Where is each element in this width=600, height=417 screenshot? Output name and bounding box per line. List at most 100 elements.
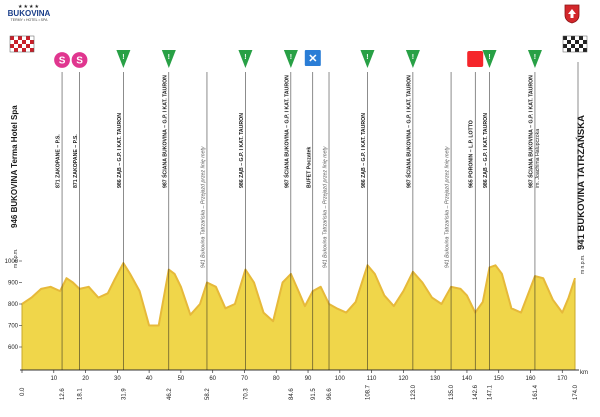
x-tick-label-20: 20 <box>82 376 89 382</box>
x-tick-label-170: 170 <box>557 376 568 382</box>
x-tick-label-140: 140 <box>462 376 473 382</box>
climb-icon-mark: ! <box>122 54 124 61</box>
x-tick-label-150: 150 <box>494 376 505 382</box>
waypoint-4: 941 Bukovina Tatrzańska – Przejazd przez… <box>200 72 211 400</box>
x-tick-label-120: 120 <box>398 376 409 382</box>
climb-icon <box>238 50 253 68</box>
waypoint-km-label: 84.6 <box>289 388 295 400</box>
start-unit-label: m n.p.m. <box>13 249 19 268</box>
waypoint-km-label: 161.4 <box>533 384 539 400</box>
climb-icon <box>161 50 176 68</box>
waypoint-7: ✕ BUFET Poczatek 91.5 <box>304 50 321 400</box>
x-tick-label-60: 60 <box>209 376 216 382</box>
x-tick-label-160: 160 <box>525 376 536 382</box>
logo-name: BUKOVINA <box>7 9 51 18</box>
crest-icon <box>564 4 580 24</box>
waypoint-6: ! 987 ŚCIANA BUKOVINA – G.P. I KAT. TAURO… <box>283 50 298 400</box>
axis-end-km-label: 174.0 <box>573 384 579 400</box>
waypoint-label: 987 ŚCIANA BUKOVINA – G.P. I KAT. TAURON <box>283 75 290 188</box>
climb-icon <box>527 50 542 68</box>
climb-icon-mark: ! <box>290 54 292 61</box>
waypoint-13: ! 986 ZĄB – G.P. I KAT. TAURON 147.1 <box>482 50 497 400</box>
waypoint-km-label: 31.9 <box>121 388 127 400</box>
waypoint-km-label: 46.2 <box>167 388 173 400</box>
waypoint-0: S 871 ZAKOPANE – P.S. 12.6 <box>52 50 72 400</box>
waypoint-3: ! 987 ŚCIANA BUKOVINA – G.P. I KAT. TAURO… <box>161 50 176 400</box>
waypoint-11: 941 Bukovina Tatrzańska – Przejazd przez… <box>445 72 455 400</box>
x-tick-label-40: 40 <box>146 376 153 382</box>
x-tick-label-70: 70 <box>241 376 248 382</box>
buffet-icon <box>304 50 321 66</box>
climb-icon-mark: ! <box>244 54 246 61</box>
finish-flag-icon <box>562 35 588 53</box>
logo-stars: ★★★★ <box>18 4 40 10</box>
waypoint-km-label: 142.6 <box>473 384 479 400</box>
waypoint-label: 871 ZAKOPANE – P.S. <box>73 134 79 188</box>
feed-zone-icon <box>467 51 484 67</box>
waypoint-2: ! 986 ZĄB – G.P. I KAT. TAURON 31.9 <box>116 50 131 400</box>
waypoint-km-label: 12.6 <box>60 388 66 400</box>
waypoint-km-label: 91.5 <box>311 388 317 400</box>
waypoint-label: 941 Bukovina Tatrzańska – Przejazd przez… <box>445 146 451 268</box>
waypoint-label: 987 ŚCIANA BUKOVINA – G.P. I KAT. TAURON <box>405 75 412 188</box>
climb-icon <box>283 50 298 68</box>
waypoint-km-label: 70.3 <box>243 388 249 400</box>
sprint-icon <box>70 50 89 70</box>
x-tick-label-130: 130 <box>430 376 441 382</box>
waypoint-km-label: 123.0 <box>411 384 417 400</box>
climb-icon <box>482 50 497 68</box>
profile-area <box>21 262 576 371</box>
x-tick-label-50: 50 <box>178 376 185 382</box>
y-tick-label-800: 800 <box>8 302 19 308</box>
sprint-icon-letter: S <box>76 56 83 67</box>
waypoint-label: 987 ŚCIANA BUKOVINA – G.P. I KAT. TAURON <box>527 75 534 188</box>
climb-icon-mark: ! <box>366 54 368 61</box>
x-axis-label: km <box>580 370 588 376</box>
x-tick-label-100: 100 <box>335 376 346 382</box>
x-tick-label-10: 10 <box>50 376 57 382</box>
finish-unit-label: m n.p.m. <box>580 255 586 274</box>
waypoint-km-label: 58.2 <box>205 388 211 400</box>
waypoint-km-label: 135.0 <box>449 384 455 400</box>
waypoint-label: 986 ZĄB – G.P. I KAT. TAURON <box>239 113 245 188</box>
waypoint-label: 986 ZĄB – G.P. I KAT. TAURON <box>117 113 123 188</box>
waypoint-5: ! 986 ZĄB – G.P. I KAT. TAURON 70.3 <box>238 50 253 400</box>
climb-icon-mark: ! <box>412 54 414 61</box>
waypoint-label: 871 ZAKOPANE – P.S. <box>56 134 62 188</box>
waypoint-label: 986 ZĄB – G.P. I KAT. TAURON <box>361 113 367 188</box>
x-tick-label-110: 110 <box>367 376 377 382</box>
waypoint-14: ! 987 ŚCIANA BUKOVINA – G.P. I KAT. TAURO… <box>527 50 542 400</box>
climb-icon-mark: ! <box>534 54 536 61</box>
finish-place-label: 941 BUKOVINA TATRZAŃSKA <box>576 115 587 250</box>
y-tick-label-600: 600 <box>8 345 19 351</box>
y-tick-label-700: 700 <box>8 324 19 330</box>
waypoint-label: BUFET Poczatek <box>306 147 312 188</box>
waypoint-label: 941 Bukovina Tatrzańska – Przejazd przez… <box>200 146 206 268</box>
waypoint-label: 986 ZĄB – G.P. I KAT. TAURON <box>483 113 489 188</box>
x-tick-label-80: 80 <box>273 376 280 382</box>
climb-icon <box>360 50 375 68</box>
waypoint-km-label: 18.1 <box>78 388 84 400</box>
climb-icon-mark: ! <box>488 54 490 61</box>
y-tick-label-900: 900 <box>8 281 19 287</box>
waypoint-9: ! 986 ZĄB – G.P. I KAT. TAURON 108.7 <box>360 50 375 400</box>
waypoint-km-label: 96.6 <box>327 388 333 400</box>
waypoint-10: ! 987 ŚCIANA BUKOVINA – G.P. I KAT. TAURO… <box>405 50 420 400</box>
waypoint-label: 987 ŚCIANA BUKOVINA – G.P. I KAT. TAURON <box>161 75 168 188</box>
profile-ridge-line <box>21 262 576 327</box>
waypoint-8: 941 Bukovina Tatrzańska – Przejazd przez… <box>323 72 333 400</box>
axis-start-km-label: 0.0 <box>20 387 26 396</box>
waypoint-sublabel: im. Joachima Halupczoka <box>535 129 541 188</box>
y-tick-label-1000: 1000 <box>5 259 19 265</box>
waypoint-12: 965 PORONIN – L.P. LOTTO 142.6 <box>467 51 484 400</box>
logo-sub: TERMY • HOTEL • SPA <box>10 18 48 22</box>
climb-icon <box>405 50 420 68</box>
buffet-icon-mark: ✕ <box>308 53 317 65</box>
bukovina-logo: ★★★★ BUKOVINA TERMY • HOTEL • SPA <box>6 4 52 26</box>
start-place-label: 946 BUKOVINA Terma Hotel Spa <box>10 105 19 228</box>
start-flag-icon <box>9 35 35 53</box>
waypoint-label: 941 Bukovina Tatrzańska – Przejazd przez… <box>323 146 329 268</box>
waypoint-1: S 871 ZAKOPANE – P.S. 18.1 <box>70 50 89 400</box>
climb-icon-mark: ! <box>168 54 170 61</box>
